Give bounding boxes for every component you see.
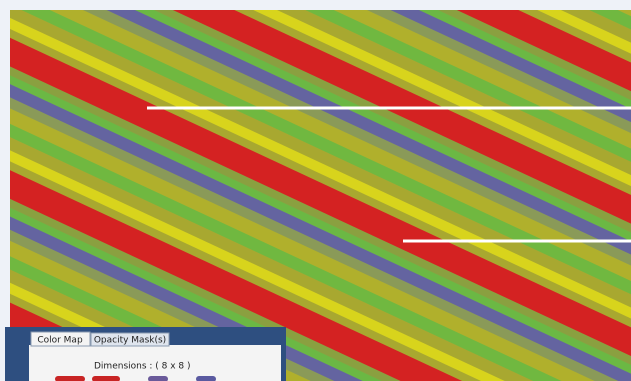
tab-label[interactable]: Color Map bbox=[37, 336, 83, 346]
swatch[interactable] bbox=[55, 376, 85, 381]
screen: Color Map Opacity Mask(s) Dimensions : (… bbox=[0, 0, 631, 381]
color-map-panel: Color Map Opacity Mask(s) Dimensions : (… bbox=[5, 327, 286, 381]
dimensions-label: Dimensions : ( 8 x 8 ) bbox=[94, 362, 191, 372]
swatch[interactable] bbox=[92, 376, 120, 381]
swatch[interactable] bbox=[196, 376, 216, 381]
color-map-image bbox=[10, 10, 631, 381]
tab-label[interactable]: Opacity Mask(s) bbox=[94, 336, 166, 346]
swatch[interactable] bbox=[148, 376, 168, 381]
